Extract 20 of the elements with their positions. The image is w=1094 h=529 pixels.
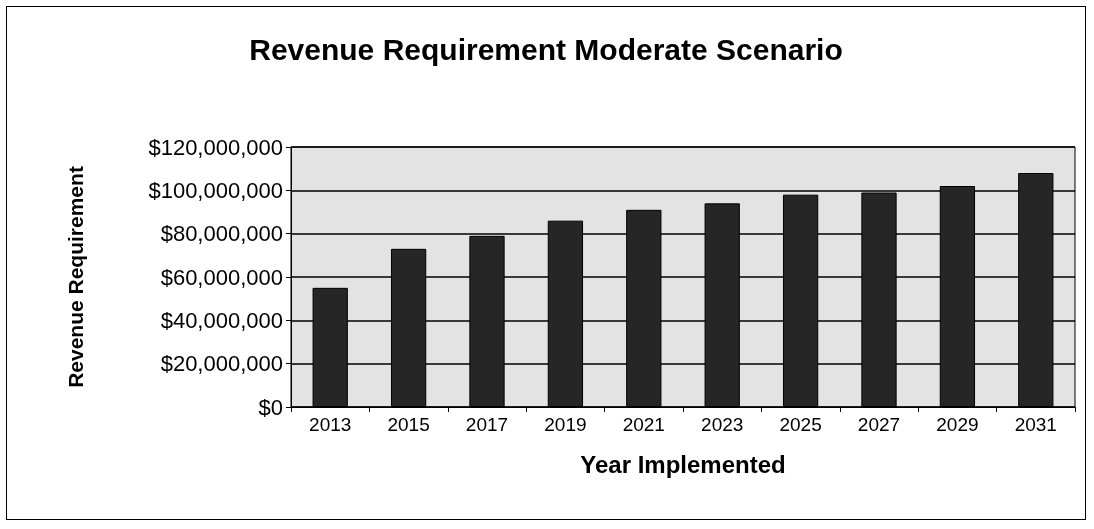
y-tick-label: $120,000,000 xyxy=(148,134,283,160)
x-tick-label: 2015 xyxy=(387,414,430,435)
x-axis-title: Year Implemented xyxy=(580,450,786,478)
y-tick-label: $60,000,000 xyxy=(160,264,283,290)
chart-title: Revenue Requirement Moderate Scenario xyxy=(249,32,843,66)
y-axis-title: Revenue Requirement xyxy=(64,166,87,388)
x-tick-label: 2025 xyxy=(779,414,822,435)
y-tick-label: $80,000,000 xyxy=(160,221,283,247)
y-tick-label: $100,000,000 xyxy=(148,177,283,203)
x-tick-label: 2017 xyxy=(465,414,509,435)
x-tick-label: 2013 xyxy=(309,414,352,435)
x-tick-label: 2031 xyxy=(1014,414,1057,435)
x-tick-label: 2021 xyxy=(622,414,665,435)
x-tick-label: 2019 xyxy=(544,414,587,435)
x-tick-label: 2029 xyxy=(936,414,979,435)
y-tick-label: $40,000,000 xyxy=(160,307,283,333)
y-tick-label: $20,000,000 xyxy=(160,351,283,377)
x-tick-label: 2027 xyxy=(857,414,901,435)
x-tick-label: 2023 xyxy=(701,414,744,435)
y-tick-label: $0 xyxy=(258,394,283,420)
